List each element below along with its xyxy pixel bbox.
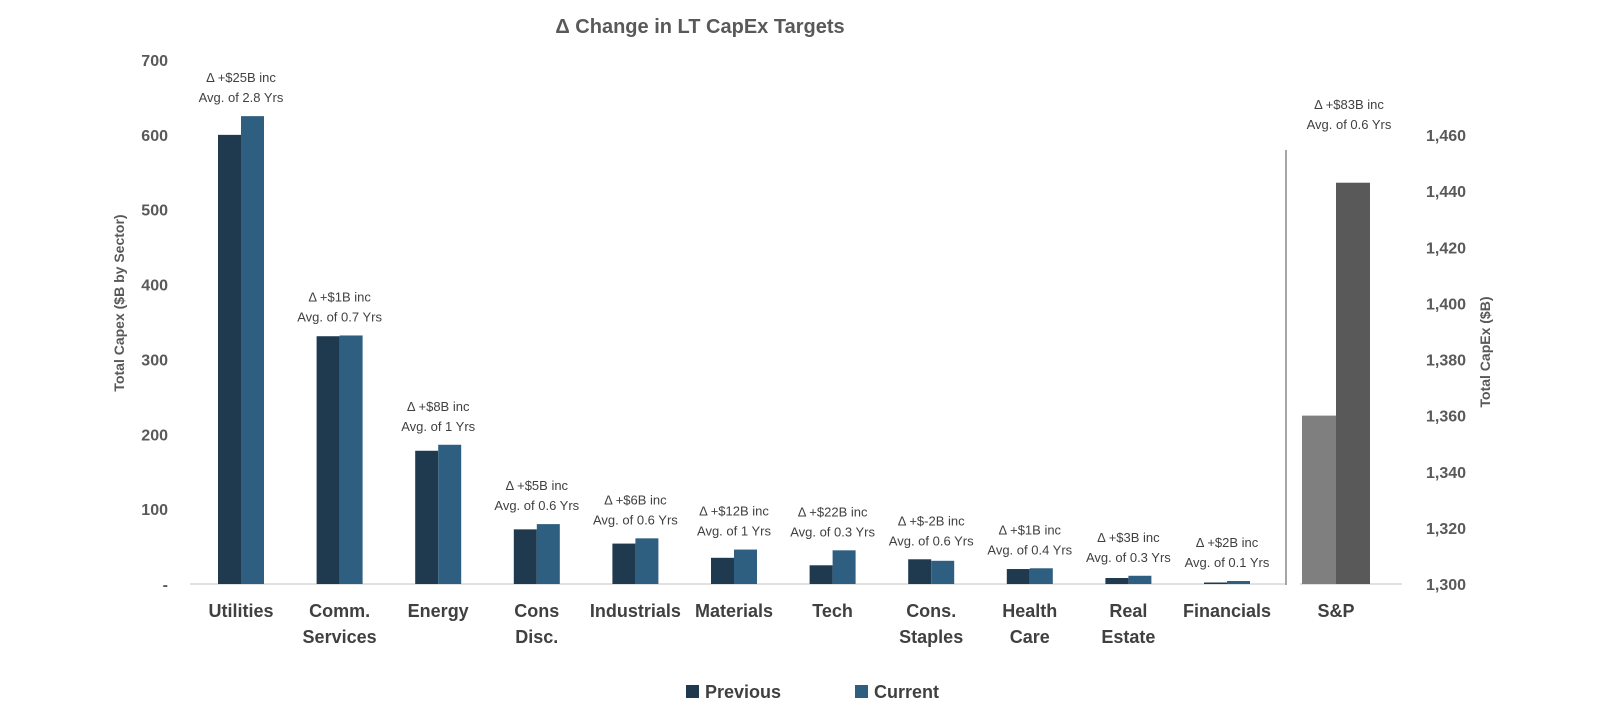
x-tick-label: Materials (695, 601, 773, 621)
bar-current (931, 560, 955, 584)
y-axis-title-right: Total CapEx ($B) (1477, 297, 1493, 408)
y-tick-right: 1,320 (1426, 521, 1466, 538)
x-tick-label: Comm. (309, 601, 370, 621)
data-label-years: Avg. of 1 Yrs (697, 524, 771, 539)
data-label-years: Avg. of 0.7 Yrs (297, 309, 382, 324)
x-tick-label: Energy (408, 601, 469, 621)
bar-current (1128, 575, 1152, 584)
x-tick-label: Estate (1101, 627, 1155, 647)
x-tick-label: Cons (514, 601, 559, 621)
y-tick-left: 200 (141, 427, 168, 444)
y-tick-left: 100 (141, 502, 168, 519)
y-tick-right: 1,440 (1426, 184, 1466, 201)
bar-previous (711, 557, 734, 584)
data-label-delta: Δ +$1B inc (308, 289, 371, 304)
bar-previous (612, 543, 636, 584)
data-label-delta: Δ +$5B inc (506, 478, 569, 493)
x-tick-label: S&P (1317, 601, 1354, 621)
x-tick-label: Services (303, 627, 377, 647)
y-tick-right: 1,460 (1426, 128, 1466, 145)
bar-previous (513, 529, 537, 584)
y-tick-right: 1,400 (1426, 296, 1466, 313)
x-tick-label: Staples (899, 627, 963, 647)
legend-label: Current (874, 682, 939, 702)
bar-total-previous (1302, 415, 1336, 584)
x-tick-label: Industrials (590, 601, 681, 621)
data-label-years: Avg. of 0.3 Yrs (790, 524, 875, 539)
x-tick-label: Tech (812, 601, 853, 621)
data-label-delta: Δ +$12B inc (699, 504, 769, 519)
bar-previous (415, 450, 439, 584)
data-label-delta: Δ +$3B inc (1097, 530, 1160, 545)
bar-current (536, 524, 560, 584)
bar-total-current (1336, 182, 1370, 585)
data-label-delta: Δ +$1B inc (999, 522, 1062, 537)
data-label-years: Avg. of 0.1 Yrs (1185, 555, 1270, 570)
data-label-delta: Δ +$2B inc (1196, 535, 1259, 550)
data-label-delta: Δ +$8B inc (407, 399, 470, 414)
x-tick-label: Disc. (515, 627, 558, 647)
legend-swatch (855, 685, 868, 698)
y-axis-title-left: Total Capex ($B by Sector) (111, 214, 127, 391)
chart-marks: - 100 200 300 400 500 600 700 1,300 1,320 1,340 1,3… (141, 53, 1466, 647)
x-tick-label: Financials (1183, 601, 1271, 621)
bar-current (339, 335, 363, 584)
data-label-years: Avg. of 0.6 Yrs (494, 498, 579, 513)
data-label-years: Avg. of 1 Yrs (401, 419, 475, 434)
y-tick-left: - (163, 577, 168, 594)
data-label-delta: Δ +$6B inc (604, 492, 667, 507)
bar-current (1227, 581, 1250, 584)
y-tick-right: 1,300 (1426, 577, 1466, 594)
y-tick-right: 1,380 (1426, 353, 1466, 370)
data-label-years: Avg. of 0.4 Yrs (987, 542, 1072, 557)
legend: Previous Current (686, 682, 939, 702)
bar-current (438, 444, 462, 584)
bar-previous (809, 565, 833, 584)
bar-current (635, 538, 659, 584)
legend-swatch (686, 685, 699, 698)
y-tick-left: 500 (141, 203, 168, 220)
data-label-delta: Δ +$25B inc (206, 70, 276, 85)
bar-current (734, 549, 757, 584)
data-label-years: Avg. of 2.8 Yrs (199, 90, 284, 105)
y-tick-left: 600 (141, 128, 168, 145)
bar-previous (218, 134, 241, 584)
x-tick-label: Health (1002, 601, 1057, 621)
y-tick-left: 400 (141, 278, 168, 295)
x-tick-label: Care (1010, 627, 1050, 647)
bar-previous (1204, 582, 1227, 584)
data-label-delta: Δ +$22B inc (798, 504, 868, 519)
bar-previous (1105, 578, 1129, 584)
chart-title: Δ Change in LT CapEx Targets (555, 16, 844, 38)
data-label-delta: Δ +$-2B inc (898, 513, 965, 528)
y-tick-left: 300 (141, 352, 168, 369)
x-tick-label: Real (1109, 601, 1147, 621)
y-tick-right: 1,340 (1426, 465, 1466, 482)
data-label-years: Avg. of 0.6 Yrs (889, 533, 974, 548)
y-tick-left: 700 (141, 53, 168, 70)
bar-current (1029, 568, 1053, 584)
data-label-years: Avg. of 0.3 Yrs (1086, 550, 1171, 565)
x-tick-label: Cons. (906, 601, 956, 621)
data-label-years: Avg. of 0.6 Yrs (1307, 117, 1392, 132)
bar-current (241, 116, 264, 585)
y-tick-right: 1,420 (1426, 240, 1466, 257)
legend-label: Previous (705, 682, 781, 702)
x-tick-label: Utilities (208, 601, 273, 621)
bar-previous (316, 336, 340, 584)
bar-previous (1006, 569, 1030, 584)
y-tick-right: 1,360 (1426, 409, 1466, 426)
bar-current (832, 550, 856, 584)
data-label-years: Avg. of 0.6 Yrs (593, 512, 678, 527)
bar-previous (908, 559, 932, 584)
data-label-delta: Δ +$83B inc (1314, 97, 1384, 112)
